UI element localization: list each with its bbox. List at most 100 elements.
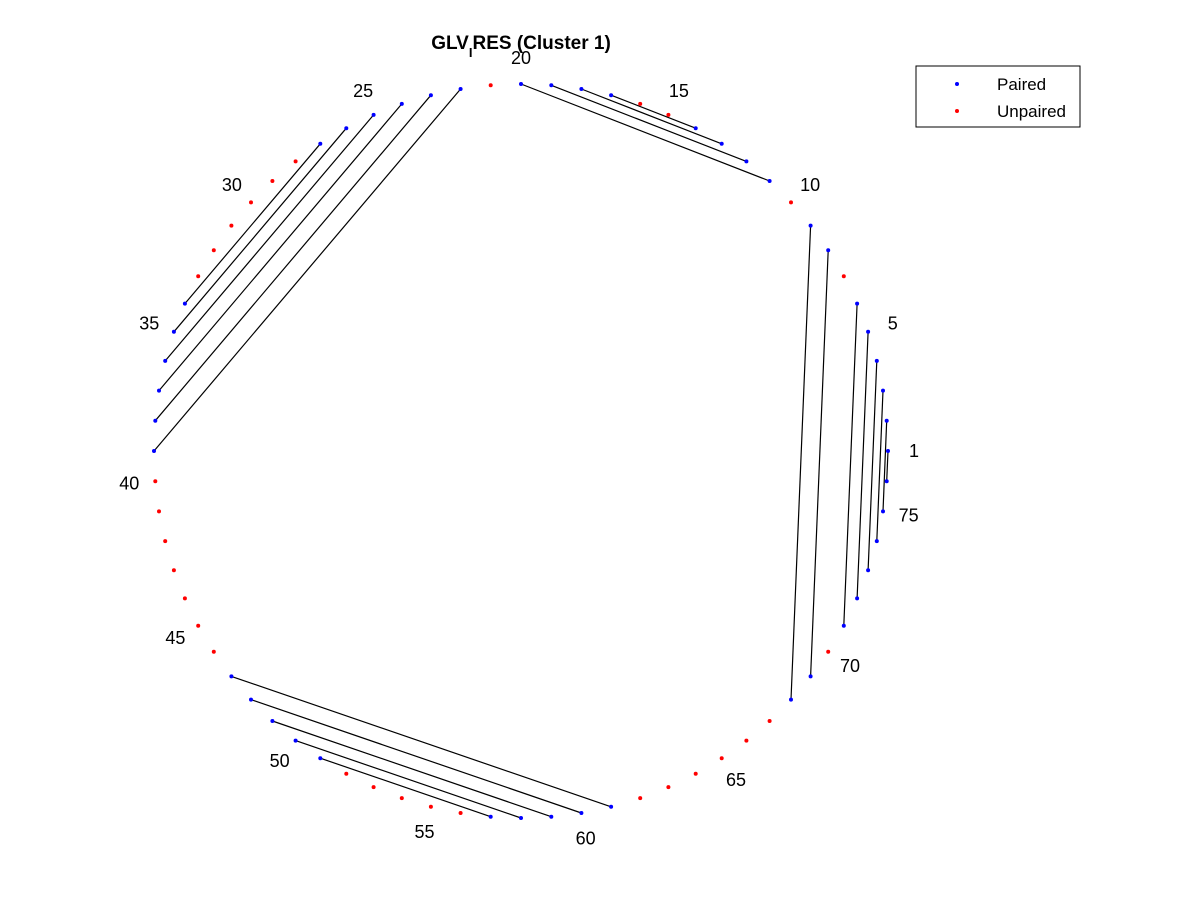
chart-title-prefix: GLV [431, 33, 469, 54]
unpaired-point-29 [270, 179, 275, 183]
position-label-55: 55 [414, 822, 434, 842]
position-label-45: 45 [165, 628, 185, 648]
paired-point-51 [318, 756, 323, 761]
legend: Paired Unpaired [915, 65, 1081, 128]
pair-line-22-39 [153, 88, 462, 452]
legend-label-paired: Paired [997, 75, 1046, 94]
legend-marker-paired [955, 82, 959, 86]
paired-point-39 [152, 449, 156, 453]
paired-point-19 [549, 83, 554, 88]
paired-point-4 [874, 358, 879, 363]
pair-line-27-34 [184, 143, 321, 304]
position-label-70: 70 [840, 656, 860, 676]
position-label-65: 65 [726, 770, 746, 790]
unpaired-point-70 [826, 649, 831, 654]
paired-point-3 [881, 388, 885, 393]
paired-point-11 [767, 179, 772, 183]
unpaired-point-43 [171, 568, 176, 573]
unpaired-point-32 [211, 248, 216, 253]
paired-point-13 [719, 141, 724, 146]
legend-label-unpaired: Unpaired [997, 102, 1066, 121]
pair-line-5-72 [856, 331, 869, 599]
pair-line-2-75 [882, 420, 888, 512]
position-label-15: 15 [669, 81, 689, 101]
unpaired-point-65 [719, 756, 724, 761]
legend-marker-unpaired [955, 109, 959, 113]
unpaired-point-53 [371, 785, 376, 790]
paired-point-18 [579, 87, 584, 91]
unpaired-point-40 [153, 479, 158, 484]
paired-point-76 [884, 479, 889, 484]
paired-point-48 [249, 697, 253, 702]
position-points [152, 82, 890, 820]
pair-line-8-69 [810, 250, 829, 677]
unpaired-point-55 [428, 804, 433, 809]
paired-point-8 [826, 248, 831, 253]
pair-line-47-61 [231, 675, 612, 808]
paired-point-20 [519, 82, 523, 86]
unpaired-point-21 [488, 83, 493, 88]
unpaired-point-52 [344, 771, 349, 776]
legend-box [915, 65, 1081, 128]
position-label-30: 30 [222, 175, 242, 195]
pair-line-26-35 [173, 127, 347, 333]
paired-point-61 [609, 804, 614, 809]
pair-line-24-37 [158, 103, 403, 391]
position-label-50: 50 [270, 751, 290, 771]
position-label-35: 35 [139, 313, 159, 333]
pair-line-12-19 [551, 84, 747, 162]
pair-line-4-73 [867, 360, 878, 571]
paired-point-50 [293, 738, 298, 743]
pair-line-11-20 [520, 83, 770, 182]
unpaired-point-67 [767, 719, 772, 723]
paired-point-72 [855, 596, 860, 601]
position-label-20: 20 [511, 48, 531, 68]
unpaired-point-66 [744, 738, 749, 743]
paired-point-25 [371, 112, 376, 117]
unpaired-point-63 [666, 785, 671, 790]
paired-point-38 [153, 418, 158, 423]
chart-title-subscript: I [469, 45, 473, 60]
unpaired-point-44 [182, 596, 187, 601]
unpaired-point-64 [693, 771, 698, 776]
paired-point-68 [789, 697, 793, 702]
pair-line-49-59 [272, 720, 552, 818]
position-label-60: 60 [576, 829, 596, 849]
pair-line-13-18 [581, 88, 722, 145]
paired-point-47 [229, 674, 234, 679]
unpaired-point-31 [229, 223, 234, 228]
paired-point-59 [549, 814, 554, 819]
paired-point-74 [874, 539, 879, 544]
unpaired-point-7 [841, 274, 846, 279]
paired-point-37 [157, 388, 161, 393]
paired-point-36 [163, 358, 168, 363]
unpaired-point-46 [211, 649, 216, 654]
pair-lines [153, 83, 889, 819]
pair-line-3-74 [876, 390, 884, 542]
pair-line-48-60 [250, 699, 582, 814]
unpaired-point-16 [638, 101, 643, 106]
paired-point-35 [171, 329, 176, 334]
position-label-75: 75 [899, 506, 919, 526]
unpaired-point-54 [399, 796, 404, 801]
paired-point-57 [488, 814, 493, 819]
paired-point-2 [884, 418, 889, 423]
paired-point-17 [609, 93, 614, 98]
unpaired-point-45 [196, 623, 201, 628]
unpaired-point-62 [638, 796, 643, 801]
paired-point-58 [519, 816, 523, 820]
unpaired-point-10 [789, 200, 793, 205]
pair-line-23-38 [154, 94, 432, 422]
position-label-5: 5 [888, 313, 898, 333]
unpaired-point-41 [157, 509, 161, 514]
paired-point-14 [693, 126, 698, 131]
unpaired-point-28 [293, 159, 298, 164]
paired-point-27 [318, 141, 323, 146]
paired-point-34 [182, 301, 187, 306]
position-label-10: 10 [800, 175, 820, 195]
paired-point-75 [881, 509, 885, 514]
paired-point-49 [270, 719, 275, 723]
paired-point-1 [886, 449, 890, 453]
